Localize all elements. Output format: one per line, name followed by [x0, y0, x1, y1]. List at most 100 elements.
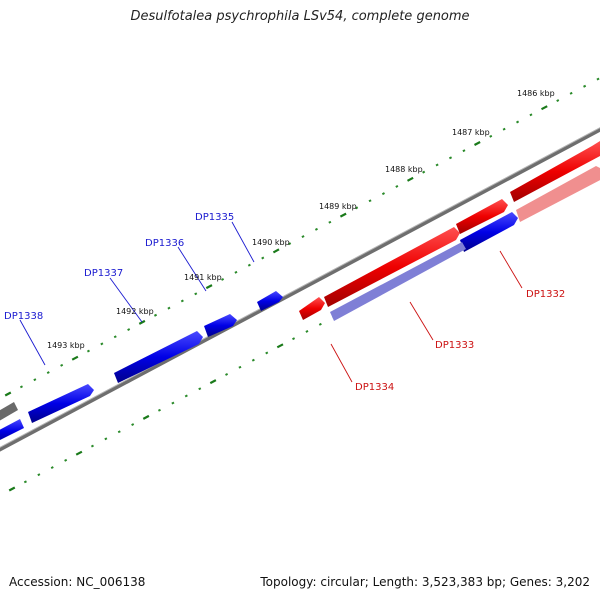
gene-arrow-blue[interactable]: [204, 314, 237, 337]
major-tick: [272, 248, 280, 254]
kbp-label: 1491 kbp: [184, 273, 222, 282]
major-tick: [4, 391, 12, 397]
major-tick: [205, 284, 213, 290]
minor-tick: [502, 127, 506, 131]
major-tick: [339, 212, 347, 218]
minor-tick: [251, 358, 255, 362]
minor-tick: [381, 192, 385, 196]
minor-tick: [448, 156, 453, 160]
forward-genes: [0, 291, 283, 443]
minor-tick: [314, 227, 318, 231]
gene-label-reverse[interactable]: DP1333: [435, 340, 474, 351]
minor-tick: [292, 337, 296, 341]
minor-tick: [131, 423, 135, 426]
minor-tick: [19, 385, 23, 389]
major-tick: [75, 450, 83, 456]
minor-tick: [265, 351, 269, 355]
major-tick: [138, 319, 146, 325]
minor-tick: [583, 84, 587, 88]
minor-tick: [529, 113, 533, 117]
major-tick: [142, 414, 150, 420]
outer-tick-row: [4, 77, 600, 397]
gene-arrow-red[interactable]: [510, 141, 600, 202]
minor-tick: [489, 134, 493, 138]
minor-tick: [198, 387, 202, 391]
gene-arrow-blue[interactable]: [460, 212, 518, 252]
minor-tick: [305, 330, 309, 333]
gene-arrow-blue[interactable]: [28, 384, 94, 423]
gene-label-forward[interactable]: DP1335: [195, 212, 234, 223]
genome-title: Desulfotalea psychrophila LSv54, complet…: [130, 9, 470, 24]
gene-label-reverse[interactable]: DP1334: [355, 382, 394, 393]
minor-tick: [37, 473, 41, 477]
minor-tick: [86, 349, 90, 353]
minor-tick: [368, 199, 372, 203]
minor-tick: [596, 77, 600, 81]
minor-tick: [171, 401, 175, 405]
major-tick: [406, 176, 414, 182]
minor-tick: [435, 163, 439, 167]
gene-arrow-purple[interactable]: [330, 242, 466, 321]
minor-tick: [184, 394, 188, 398]
kbp-labels: 1486 kbp 1487 kbp 1488 kbp 1489 kbp 1490…: [47, 89, 555, 350]
minor-tick: [395, 185, 399, 188]
gene-arrow-blue[interactable]: [114, 331, 203, 383]
minor-tick: [422, 170, 426, 174]
kbp-label: 1489 kbp: [319, 202, 357, 211]
minor-tick: [153, 313, 158, 317]
genome-backbone: [0, 127, 600, 452]
gene-arrow-lightred[interactable]: [516, 166, 600, 222]
gene-arrow-blue[interactable]: [0, 419, 24, 443]
minor-tick: [234, 270, 238, 274]
major-tick: [71, 355, 79, 361]
minor-tick: [100, 342, 104, 346]
minor-tick: [221, 278, 225, 281]
minor-tick: [261, 256, 265, 260]
minor-tick: [50, 466, 54, 469]
minor-tick: [60, 363, 64, 367]
major-tick: [276, 343, 284, 349]
gene-label-forward[interactable]: DP1336: [145, 238, 184, 249]
gene-label-reverse[interactable]: DP1332: [526, 289, 565, 300]
callout-lines: [19, 221, 523, 383]
minor-tick: [90, 444, 94, 448]
minor-tick: [238, 365, 242, 369]
gene-labels: DP1335 DP1336 DP1337 DP1338 DP1332 DP133…: [4, 212, 565, 393]
minor-tick: [301, 235, 305, 238]
gene-label-forward[interactable]: DP1338: [4, 311, 43, 322]
kbp-label: 1493 kbp: [47, 341, 85, 350]
genome-backbone-highlight: [0, 127, 600, 448]
gene-arrow-blue[interactable]: [257, 291, 283, 311]
major-tick: [540, 105, 548, 111]
kbp-label: 1488 kbp: [385, 165, 423, 174]
minor-tick: [46, 371, 50, 374]
minor-tick: [556, 99, 560, 102]
minor-tick: [33, 378, 37, 382]
minor-tick: [104, 437, 108, 441]
minor-tick: [328, 220, 332, 224]
minor-tick: [355, 206, 359, 210]
minor-tick: [288, 242, 292, 246]
kbp-label: 1490 kbp: [252, 238, 290, 247]
minor-tick: [157, 408, 161, 412]
minor-tick: [194, 292, 198, 296]
minor-tick: [113, 335, 117, 339]
minor-tick: [318, 322, 322, 326]
gene-arrow-red[interactable]: [456, 199, 508, 234]
reverse-genes: [299, 141, 600, 321]
minor-tick: [247, 263, 251, 267]
minor-tick: [462, 149, 466, 153]
gene-arrow-red[interactable]: [324, 227, 460, 307]
topology-text: Topology: circular; Length: 3,523,383 bp…: [260, 575, 590, 589]
gene-arrow-red[interactable]: [299, 297, 325, 320]
minor-tick: [167, 306, 171, 310]
gene-label-forward[interactable]: DP1337: [84, 268, 123, 279]
gene-arrow-gray[interactable]: [0, 402, 18, 424]
minor-tick: [117, 430, 121, 434]
minor-tick: [23, 480, 27, 484]
minor-tick: [516, 120, 520, 124]
major-tick: [473, 141, 481, 146]
minor-tick: [180, 299, 184, 303]
minor-tick: [127, 328, 131, 331]
